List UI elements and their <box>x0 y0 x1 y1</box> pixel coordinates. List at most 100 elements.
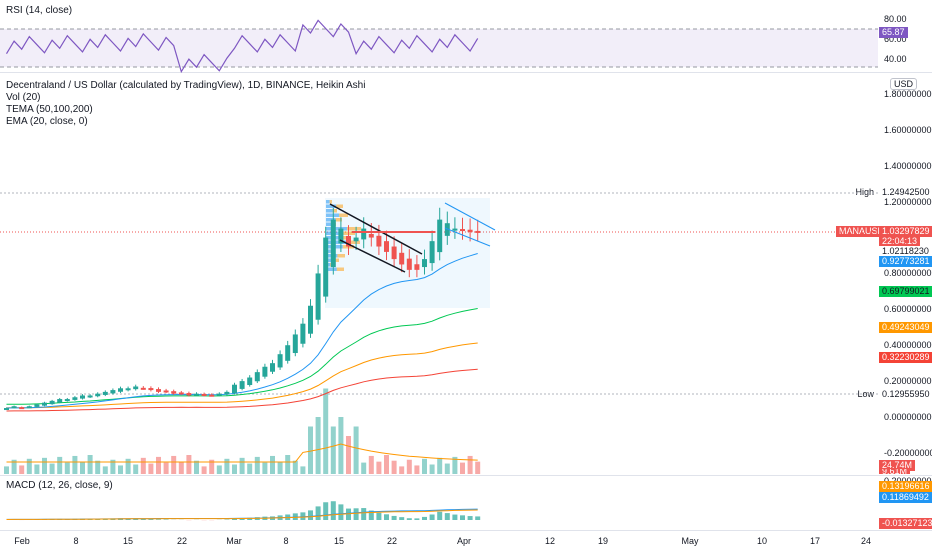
candle-body <box>232 384 237 394</box>
tema-100-line <box>6 342 478 409</box>
candle-body <box>292 334 298 354</box>
candle-body <box>87 395 93 398</box>
legend-ema[interactable]: EMA (20, close, 0) <box>6 116 88 127</box>
volume-bar <box>19 465 25 474</box>
candle-body <box>414 264 420 270</box>
candle-body <box>64 399 70 402</box>
volume-bar <box>254 456 260 474</box>
macd-bar <box>475 516 481 520</box>
volume-bar <box>110 459 116 474</box>
volume-bar <box>467 455 473 474</box>
countdown-tag: 22:04:13 <box>879 236 921 247</box>
candle-body <box>262 366 268 377</box>
tema-200-line <box>6 368 478 412</box>
volume-bar <box>300 466 306 474</box>
candle-body <box>270 363 275 372</box>
x-tick: 10 <box>756 536 768 546</box>
price-tick: 0.80000000 <box>884 268 932 278</box>
macd-bar <box>422 516 427 520</box>
volume-bar <box>285 455 291 474</box>
volume-ma-line <box>6 443 478 463</box>
volume-profile-bar <box>333 258 339 262</box>
volume-profile-bar <box>326 267 337 271</box>
volume-profile-bar <box>326 204 337 208</box>
x-tick: 19 <box>597 536 609 546</box>
macd-bar <box>308 510 313 520</box>
pane-separator[interactable] <box>0 72 932 73</box>
candle-body <box>346 235 351 247</box>
candle-body <box>429 241 435 264</box>
macd-bar <box>460 515 465 520</box>
candle-body <box>156 389 161 392</box>
macd-bar <box>323 502 329 520</box>
volume-bar <box>292 460 298 474</box>
volume-profile-bar <box>329 200 332 204</box>
candle-body <box>452 228 458 231</box>
macd-bar <box>156 519 161 520</box>
pennant-lower[interactable] <box>444 227 491 247</box>
volume-bar <box>201 466 207 474</box>
volume-bar <box>262 462 268 474</box>
volume-bar <box>315 417 321 474</box>
macd-bar <box>467 516 473 520</box>
pane-separator[interactable] <box>0 475 932 476</box>
candle-body <box>239 381 245 389</box>
candle-body <box>34 404 40 407</box>
volume-bar <box>95 460 101 474</box>
rsi-value-tag: 65.87 <box>879 27 908 38</box>
x-tick: Feb <box>14 536 30 546</box>
rsi-tick-60: 60.00 <box>884 34 907 44</box>
high-label: High <box>855 187 874 197</box>
pennant-upper[interactable] <box>444 202 496 231</box>
volume-bar <box>148 463 154 474</box>
price-tick: 1.40000000 <box>884 161 932 171</box>
trendline-lower[interactable] <box>339 239 406 273</box>
volume-bar <box>34 464 40 474</box>
legend-volume[interactable]: Vol (20) <box>6 92 41 103</box>
volume-profile-bar <box>339 213 348 217</box>
legend-tema[interactable]: TEMA (50,100,200) <box>6 104 93 115</box>
volume-bar <box>194 460 199 474</box>
volume-bar <box>353 426 359 474</box>
volume-bar <box>444 463 450 474</box>
macd-bar <box>338 504 344 520</box>
candle-body <box>467 229 473 233</box>
candle-body <box>163 390 169 393</box>
macd-bar <box>444 513 450 520</box>
volume-bar <box>57 456 63 474</box>
volume-bar <box>118 465 123 474</box>
candle-body <box>391 246 397 260</box>
candle-body <box>399 252 405 265</box>
tema3-tag: 0.32230289 <box>879 352 932 363</box>
volume-bar <box>422 458 427 474</box>
volume-bar <box>216 465 222 474</box>
macd-bar <box>429 514 435 520</box>
volume-bar <box>11 459 17 474</box>
macd-legend: MACD (12, 26, close, 9) <box>6 480 113 491</box>
price-tick: 1.20000000 <box>884 197 932 207</box>
candle-body <box>475 230 481 233</box>
volume-profile-bar <box>326 240 347 244</box>
volume-bar <box>414 465 420 474</box>
macd-bar <box>391 515 397 520</box>
volume-profile-bar <box>326 249 331 253</box>
volume-bar <box>102 466 108 474</box>
macd-bar <box>140 518 146 520</box>
chart-title: Decentraland / US Dollar (calculated by … <box>6 80 366 91</box>
currency-button[interactable]: USD <box>890 78 918 90</box>
candle-body <box>57 399 63 403</box>
x-tick: 15 <box>333 536 345 546</box>
candle-body <box>330 219 336 268</box>
x-tick: 15 <box>122 536 134 546</box>
signal-line <box>6 509 478 520</box>
volume-bar <box>437 457 443 474</box>
volume-bar <box>346 436 351 474</box>
x-tick: 22 <box>386 536 398 546</box>
trendline-upper[interactable] <box>329 203 423 255</box>
volume-bar <box>42 457 47 474</box>
candle-body <box>125 388 131 391</box>
candle-body <box>361 228 367 240</box>
rsi-tick-80: 80.00 <box>884 14 907 24</box>
candle-body <box>254 372 260 382</box>
